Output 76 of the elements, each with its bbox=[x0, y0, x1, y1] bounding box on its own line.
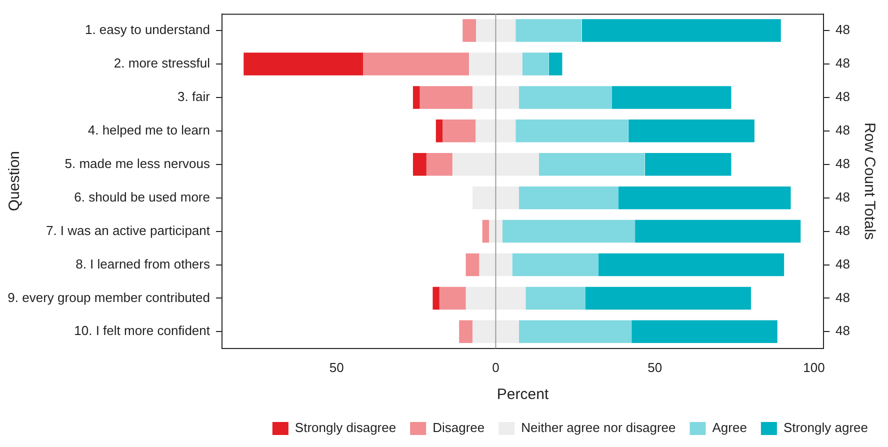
legend-label: Disagree bbox=[432, 420, 485, 436]
bar bbox=[515, 19, 582, 42]
x-tick-label: 50 bbox=[648, 360, 662, 375]
y2-tick-label: 48 bbox=[836, 290, 850, 305]
bar bbox=[612, 86, 732, 109]
y2-tick-label: 48 bbox=[836, 323, 850, 338]
bar bbox=[502, 220, 636, 243]
bar bbox=[515, 120, 628, 142]
y-tick-label: 8. I learned from others bbox=[76, 256, 210, 272]
x-tick-label: 50 bbox=[329, 360, 344, 375]
bar bbox=[472, 320, 519, 344]
bar bbox=[518, 186, 618, 210]
bar bbox=[582, 19, 781, 42]
bar bbox=[476, 19, 516, 42]
bar bbox=[412, 152, 426, 176]
y-tick-label: 7. I was an active participant bbox=[46, 222, 210, 238]
x-tick-label: 0 bbox=[492, 360, 500, 375]
y2-tick-label: 48 bbox=[836, 156, 850, 171]
bar bbox=[518, 86, 612, 109]
y-tick-label: 6. should be used more bbox=[74, 189, 210, 204]
bar bbox=[426, 152, 452, 176]
bar bbox=[466, 286, 526, 310]
bar bbox=[526, 286, 586, 310]
y2-tick-label: 48 bbox=[836, 189, 850, 204]
bar bbox=[632, 320, 778, 344]
bar bbox=[585, 286, 751, 310]
y2-tick-label: 48 bbox=[836, 256, 850, 272]
bar bbox=[598, 253, 784, 276]
y2-axis-title: Row Count Totals bbox=[860, 122, 878, 240]
y2-tick-label: 48 bbox=[836, 222, 850, 238]
bar bbox=[548, 52, 562, 76]
bar bbox=[472, 86, 519, 109]
bar bbox=[538, 152, 645, 176]
bar bbox=[442, 120, 476, 142]
bar bbox=[482, 220, 490, 243]
y-tick-label: 2. more stressful bbox=[114, 56, 210, 71]
bar bbox=[419, 86, 472, 109]
bar bbox=[634, 220, 801, 243]
bar bbox=[452, 152, 539, 176]
bar bbox=[628, 120, 754, 142]
bar bbox=[644, 152, 732, 176]
y-tick-label: 3. fair bbox=[177, 89, 211, 104]
y2-tick-label: 48 bbox=[836, 56, 850, 71]
y-tick-label: 9. every group member contributed bbox=[8, 290, 210, 305]
y-tick-label: 1. easy to understand bbox=[84, 22, 210, 38]
legend-label: Strongly disagree bbox=[294, 420, 396, 436]
y2-tick-label: 48 bbox=[836, 122, 850, 138]
bar bbox=[436, 120, 443, 142]
bar bbox=[459, 320, 472, 344]
y-axis-title: Question bbox=[6, 151, 24, 212]
legend-label: Strongly agree bbox=[783, 420, 868, 436]
bar bbox=[466, 253, 480, 276]
bar bbox=[522, 52, 549, 76]
bar bbox=[472, 186, 519, 210]
bar bbox=[518, 320, 632, 344]
y-tick-label: 5. made me less nervous bbox=[64, 156, 210, 171]
bar bbox=[479, 253, 512, 276]
bar bbox=[412, 86, 420, 109]
bar bbox=[512, 253, 599, 276]
bar bbox=[469, 52, 522, 76]
bar bbox=[489, 220, 502, 243]
bar bbox=[462, 19, 476, 42]
legend-label: Neither agree nor disagree bbox=[521, 420, 676, 436]
bar bbox=[432, 286, 440, 310]
y2-tick-label: 48 bbox=[836, 89, 850, 104]
bar bbox=[244, 52, 363, 76]
bar bbox=[476, 120, 516, 142]
y-tick-label: 10. I felt more confident bbox=[74, 323, 210, 338]
legend-label: Agree bbox=[712, 420, 747, 436]
x-tick-label: 100 bbox=[803, 360, 825, 375]
bar bbox=[439, 286, 466, 310]
y-tick-label: 4. helped me to learn bbox=[88, 122, 210, 138]
bar bbox=[362, 52, 469, 76]
y2-tick-label: 48 bbox=[836, 22, 850, 38]
x-axis-title: Percent bbox=[496, 386, 550, 404]
bar bbox=[618, 186, 791, 210]
